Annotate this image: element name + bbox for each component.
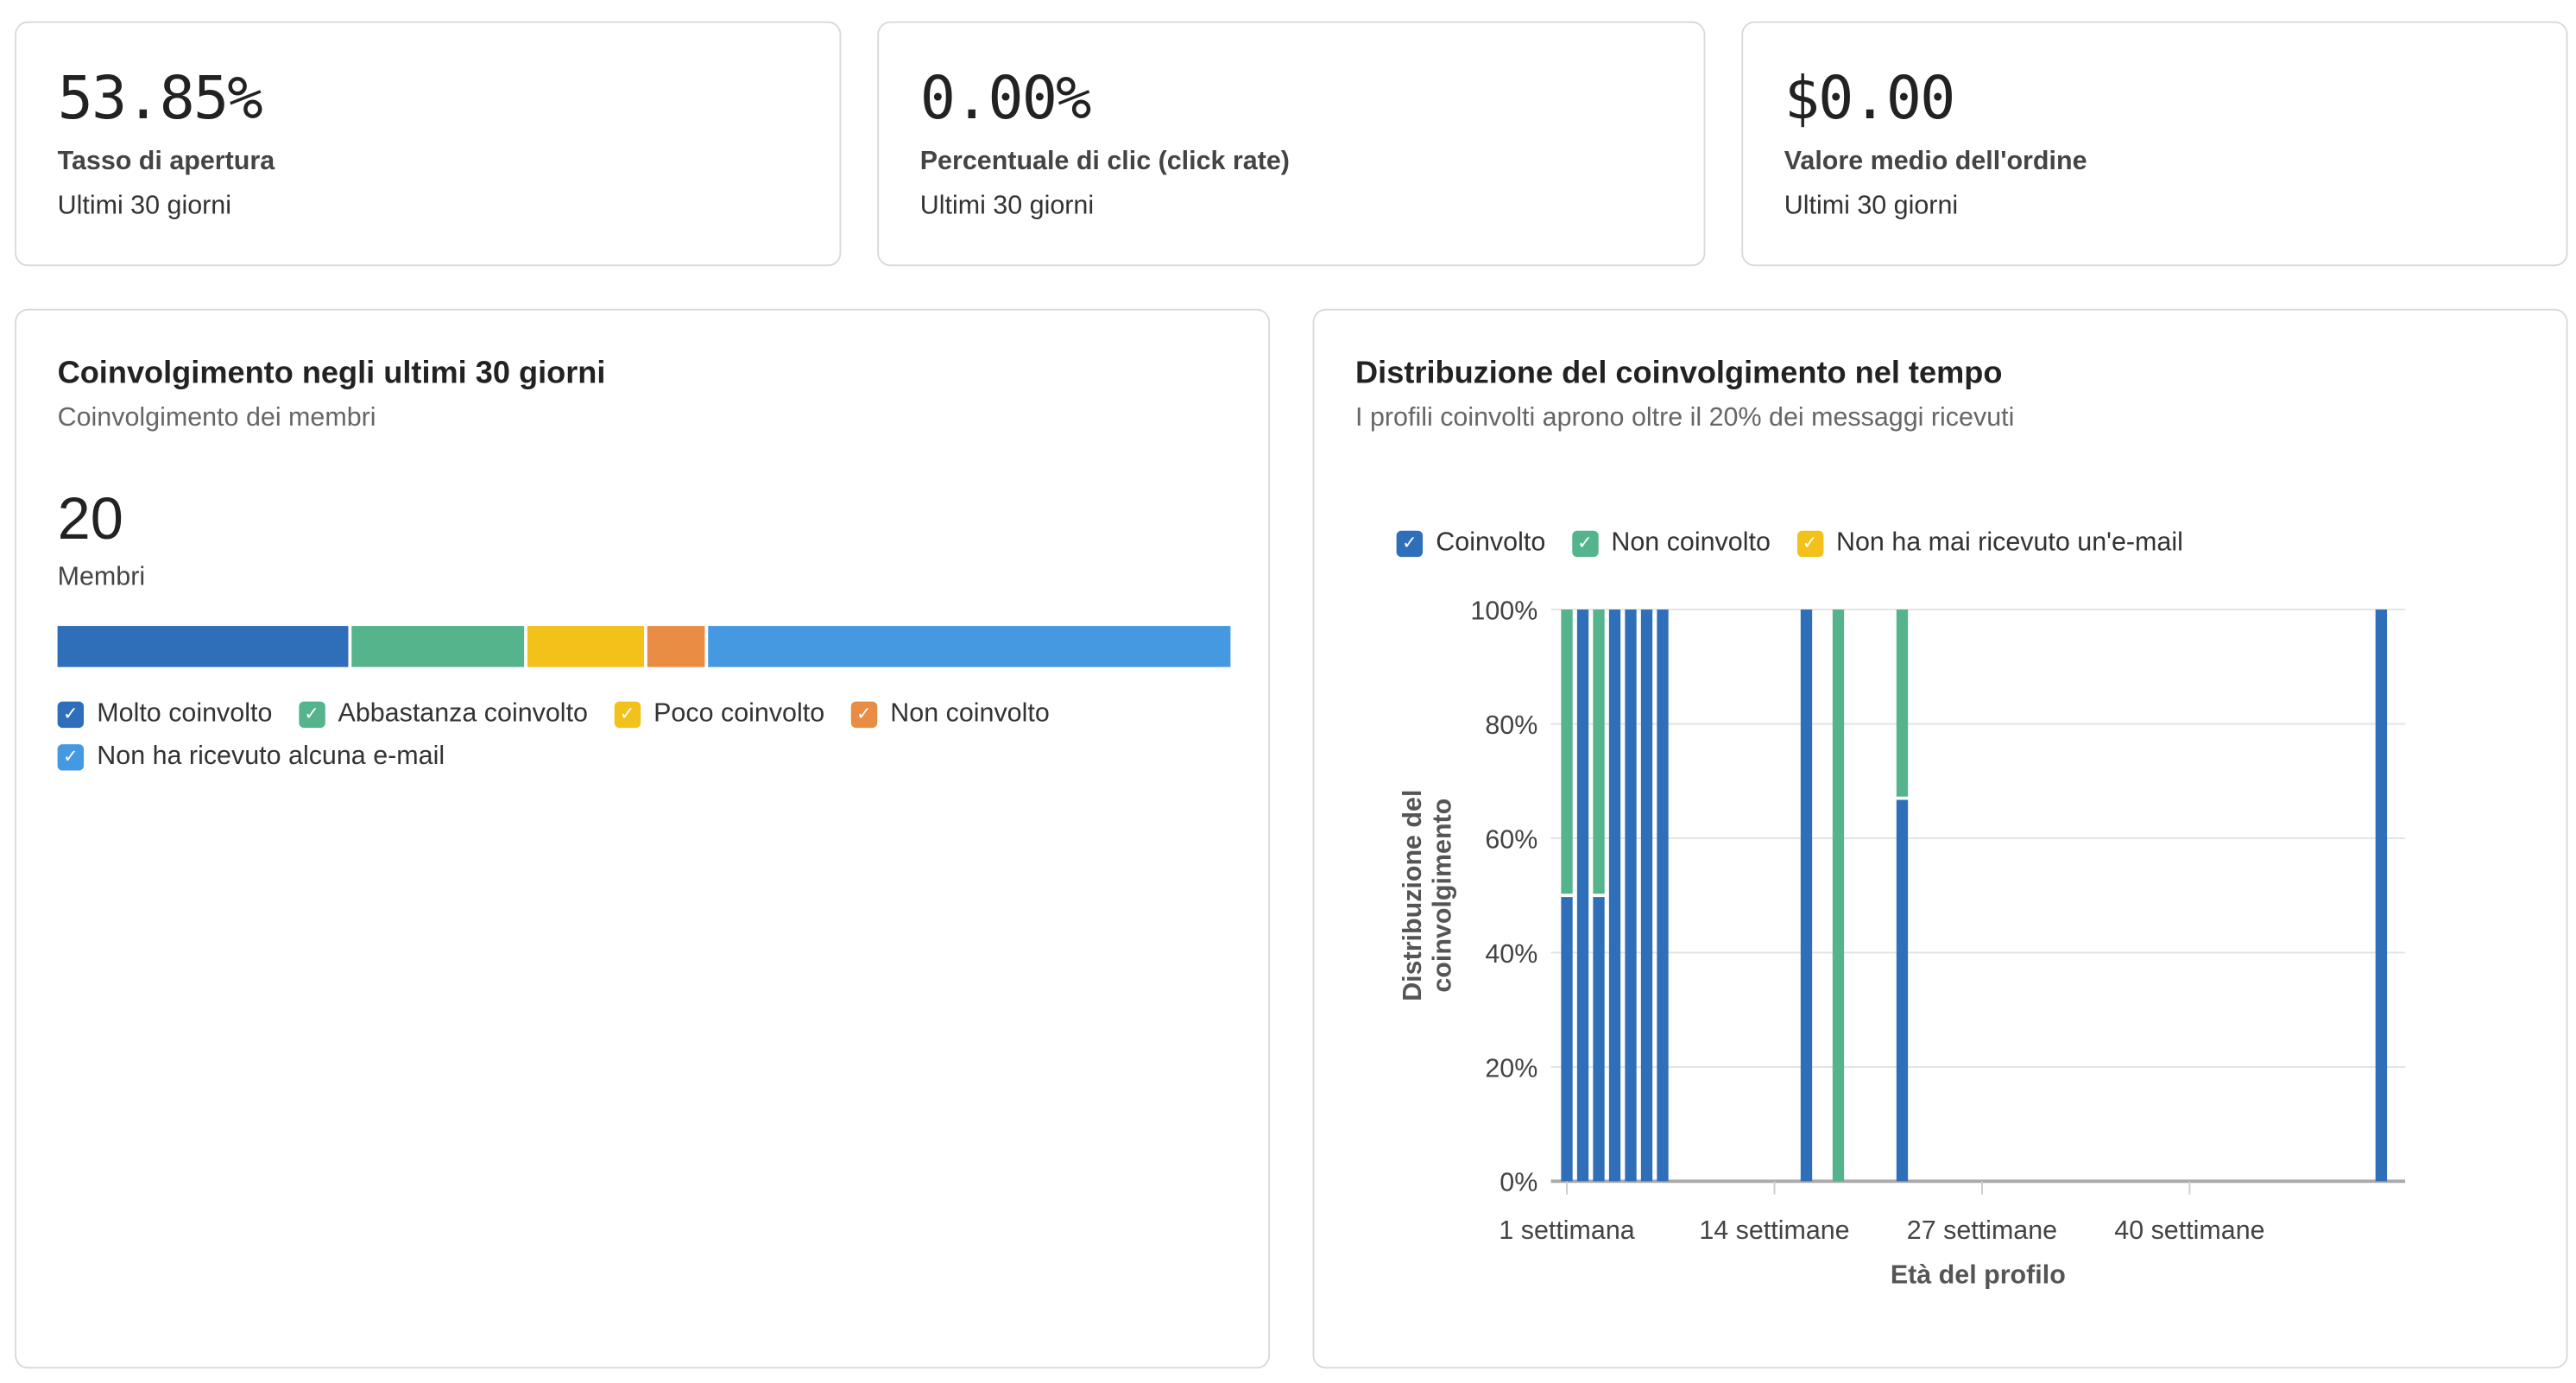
legend-label: Non ha mai ricevuto un'e-mail [1836,528,2183,558]
y-tick-label: 60% [1485,824,1537,854]
checkbox-icon[interactable]: ✓ [298,701,325,729]
checkbox-icon[interactable]: ✓ [614,701,641,729]
kpi-label: Valore medio dell'ordine [1784,148,2087,176]
bar-segment[interactable] [647,626,705,667]
legend-label: Poco coinvolto [653,699,825,729]
card-subtitle: I profili coinvolti aprono oltre il 20% … [1355,404,2015,433]
checkbox-icon[interactable]: ✓ [57,701,85,729]
bar-coinvolto [1593,897,1605,1182]
legend-label: Non ha ricevuto alcuna e-mail [97,742,445,771]
legend-label: Molto coinvolto [97,699,273,729]
bar-segment[interactable] [527,626,645,667]
distribution-card: Distribuzione del coinvolgimento nel tem… [1312,308,2568,1369]
kpi-value: 0.00% [919,66,1092,134]
bar-coinvolto [1576,609,1589,1182]
bar-coinvolto [1561,897,1573,1182]
legend-label: Coinvolto [1436,528,1546,558]
legend-item[interactable]: ✓ Molto coinvolto [57,699,273,729]
engagement-card: Coinvolgimento negli ultimi 30 giorni Co… [15,308,1271,1369]
y-tick-label: 20% [1485,1053,1537,1083]
y-tick-label: 80% [1485,710,1537,740]
y-tick-label: 0% [1500,1168,1537,1197]
member-count-label: Membri [57,563,146,592]
x-tick-label: 27 settimane [1907,1216,2057,1245]
legend-label: Non coinvolto [1611,528,1771,558]
kpi-value: 53.85% [57,66,263,134]
y-axis-label: Distribuzione delcoinvolgimento [1398,790,1456,1001]
kpi-card-avg-order: $0.00 Valore medio dell'ordine Ultimi 30… [1741,21,2568,267]
bar-non-coinvolto [1896,609,1909,797]
y-tick-label: 40% [1485,939,1537,969]
bar-coinvolto [1657,609,1669,1182]
card-subtitle: Coinvolgimento dei membri [57,404,376,433]
kpi-period: Ultimi 30 giorni [57,192,231,221]
bar-coinvolto [2375,609,2388,1182]
engagement-legend: ✓ Molto coinvolto ✓ Abbastanza coinvolto ✓ Po… [57,699,1208,773]
kpi-value: $0.00 [1784,66,1956,134]
x-tick-label: 40 settimane [2114,1216,2264,1245]
distribution-legend: ✓ Coinvolto ✓ Non coinvolto ✓ Non ha mai rice… [1396,528,2183,559]
legend-label: Non coinvolto [890,699,1050,729]
checkbox-icon[interactable]: ✓ [1396,530,1424,558]
bar-coinvolto [1800,609,1813,1182]
legend-item[interactable]: ✓ Non coinvolto [1571,528,1771,559]
bar-segment[interactable] [708,626,1231,667]
kpi-period: Ultimi 30 giorni [1784,192,1959,221]
checkbox-icon[interactable]: ✓ [1796,530,1823,558]
card-title: Distribuzione del coinvolgimento nel tem… [1355,356,2003,391]
bar-coinvolto [1625,609,1637,1182]
bar-coinvolto [1640,609,1653,1182]
x-tick-label: 14 settimane [1699,1216,1849,1245]
card-title: Coinvolgimento negli ultimi 30 giorni [57,356,606,391]
legend-item[interactable]: ✓ Non coinvolto [850,699,1050,729]
checkbox-icon[interactable]: ✓ [57,744,85,771]
legend-item[interactable]: ✓ Non ha mai ricevuto un'e-mail [1796,529,2183,559]
member-count: 20 [57,484,123,553]
distribution-chart: 0% 20% 40% 60% 80% 100% 1 settimana 14 settiman… [1398,596,2406,1289]
checkbox-icon[interactable]: ✓ [850,701,878,729]
bar-coinvolto [1896,799,1909,1182]
x-axis-label: Età del profilo [1891,1260,2066,1289]
kpi-label: Tasso di apertura [57,148,275,176]
legend-label: Abbastanza coinvolto [338,699,588,729]
bar-segment[interactable] [350,626,525,667]
bar-coinvolto [1608,609,1621,1182]
kpi-card-open-rate: 53.85% Tasso di apertura Ultimi 30 giorn… [15,21,842,267]
kpi-card-click-rate: 0.00% Percentuale di clic (click rate) U… [877,21,1706,267]
engagement-stacked-bar [57,626,1231,667]
kpi-label: Percentuale di clic (click rate) [919,148,1290,176]
y-tick-label: 100% [1470,596,1537,625]
legend-item[interactable]: ✓ Coinvolto [1396,528,1546,559]
legend-item[interactable]: ✓ Non ha ricevuto alcuna e-mail [57,742,445,772]
legend-item[interactable]: ✓ Abbastanza coinvolto [298,699,588,729]
checkbox-icon[interactable]: ✓ [1571,530,1599,558]
kpi-period: Ultimi 30 giorni [919,192,1095,221]
bar-segment[interactable] [57,626,348,667]
bar-non-coinvolto [1593,609,1605,894]
bar-non-coinvolto [1832,609,1845,1182]
x-tick-label: 1 settimana [1499,1216,1634,1245]
legend-item[interactable]: ✓ Poco coinvolto [614,700,824,729]
bar-non-coinvolto [1561,609,1573,894]
